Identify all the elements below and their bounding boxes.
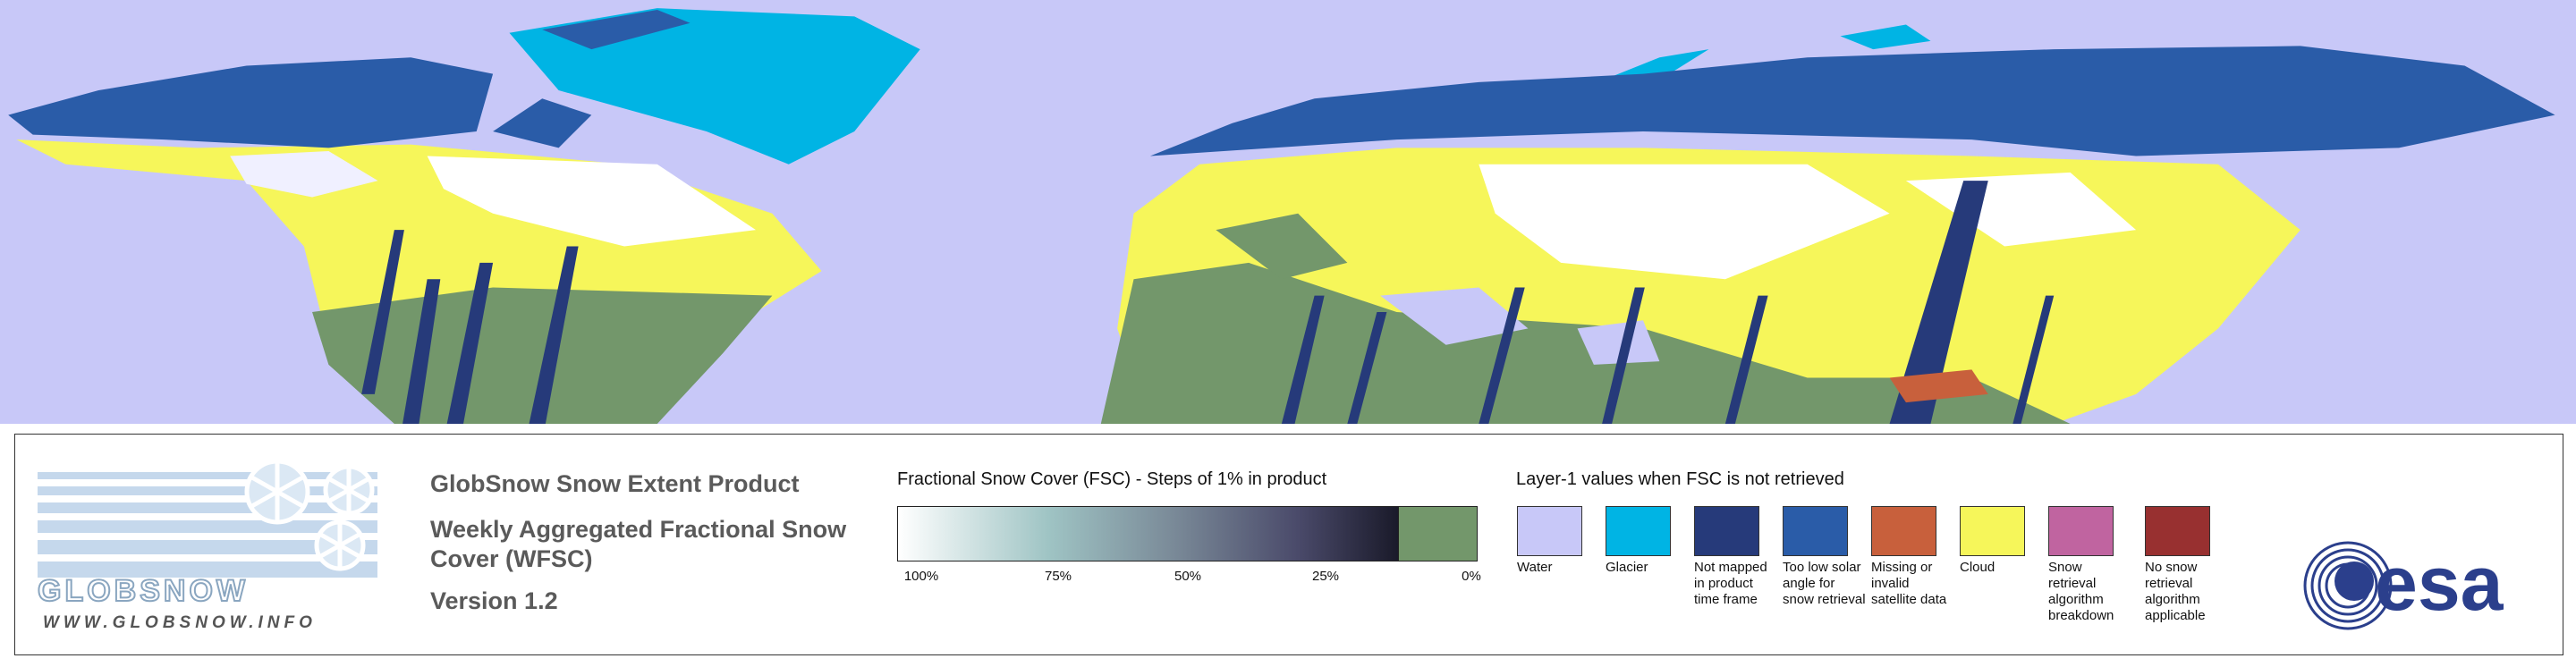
fsc-tick-label: 100% [903, 569, 939, 584]
fsc-tick-label: 50% [1174, 569, 1202, 584]
snow-area [1479, 164, 1890, 280]
water [1577, 320, 1660, 365]
snow-area [427, 156, 757, 247]
snow-area [230, 151, 378, 198]
legend-label: Cloud [1960, 560, 1996, 575]
legend-swatch [2048, 506, 2114, 556]
logo-stripes [38, 472, 377, 578]
glacier [509, 8, 920, 165]
not-mapped-stripe [1724, 295, 1768, 424]
legend-label: Not mapped in product time frame [1694, 560, 1767, 607]
glacier [1840, 24, 1931, 50]
product-title: GlobSnow Snow Extent Product [430, 470, 800, 497]
not-mapped-stripe [402, 279, 441, 424]
layer1-legend-title: Layer-1 values when FSC is not retrieved [1516, 469, 1844, 489]
legend-panel [14, 434, 2563, 655]
low-sun-area [1149, 46, 2555, 156]
legend-label: Too low solar angle for snow retrieval [1783, 560, 1866, 607]
fsc-gradient [897, 506, 1399, 561]
map-shapes [8, 8, 2555, 424]
low-sun-area [542, 10, 691, 50]
legend-label: Water [1517, 560, 1553, 575]
not-mapped-stripe [446, 262, 494, 424]
water [1380, 287, 1529, 345]
legend-label: Glacier [1606, 560, 1648, 575]
legend-label: No snow retrieval algorithm applicable [2145, 560, 2206, 623]
fsc-tick-label: 25% [1311, 569, 1340, 584]
legend-swatch [2145, 506, 2210, 556]
legend-swatch [1871, 506, 1936, 556]
legend-swatch [1960, 506, 2025, 556]
legend-label: Snow retrieval algorithm breakdown [2048, 560, 2114, 623]
not-mapped-stripe [1602, 287, 1645, 424]
fsc-tick-label: 0% [1462, 569, 1481, 584]
logo-brand: GLOBSNOW [38, 574, 249, 608]
legend-label: Missing or invalid satellite data [1871, 560, 1947, 607]
esa-text: esa [2375, 541, 2504, 627]
missing-data [1889, 369, 1988, 403]
not-mapped-stripe [2012, 295, 2055, 424]
globsnow-logo: GLOBSNOW WWW.GLOBSNOW.INFO [37, 459, 377, 632]
low-sun-area [8, 57, 494, 148]
fsc-zero-swatch [1398, 506, 1478, 561]
legend-swatch [1606, 506, 1671, 556]
not-mapped-stripe [361, 230, 404, 394]
not-mapped-stripe [1479, 287, 1525, 424]
not-mapped-stripe [1889, 181, 1988, 424]
esa-dot [2334, 561, 2374, 601]
low-sun-area [493, 98, 592, 148]
not-mapped-stripe [529, 246, 579, 424]
legend-swatch [1694, 506, 1759, 556]
snow-map [0, 0, 2576, 424]
not-mapped-stripe [1281, 295, 1325, 424]
legend-swatch [1517, 506, 1582, 556]
product-subtitle: Weekly Aggregated Fractional Snow Cover … [430, 516, 847, 572]
not-mapped-stripe [1347, 312, 1387, 424]
legend-swatch [1783, 506, 1848, 556]
product-version: Version 1.2 [430, 587, 558, 614]
fsc-tick-label: 75% [1044, 569, 1072, 584]
logo-url: WWW.GLOBSNOW.INFO [43, 613, 317, 632]
land-area [1216, 213, 1348, 280]
fsc-legend-title: Fractional Snow Cover (FSC) - Steps of 1… [897, 469, 1327, 489]
esa-logo: esa [2303, 541, 2504, 630]
snowflakes [244, 459, 375, 571]
